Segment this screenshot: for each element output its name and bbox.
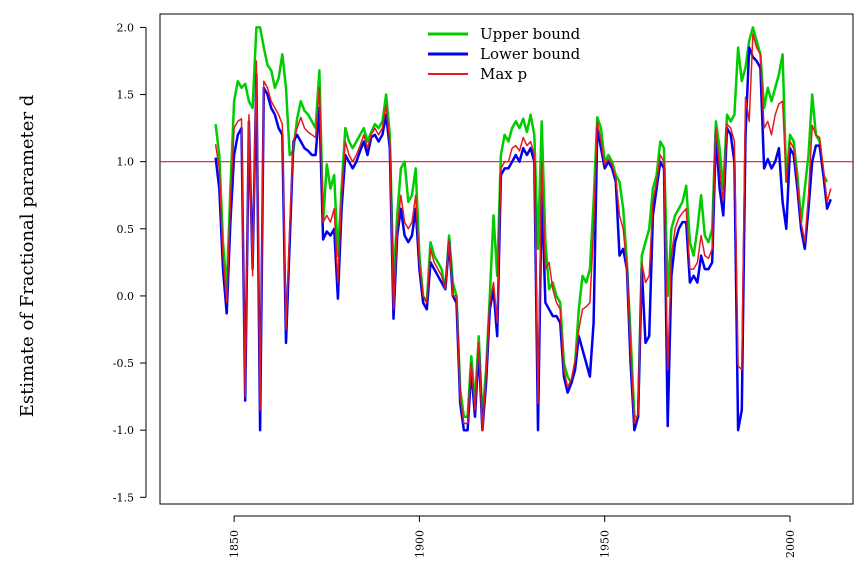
series-line-lower-bound [214, 46, 832, 432]
y-tick-label: -0.5 [113, 357, 134, 370]
y-tick-label: 0.0 [117, 290, 135, 303]
x-tick-label: 1850 [228, 530, 241, 558]
legend-label: Max p [480, 65, 527, 83]
y-tick-label: -1.5 [113, 491, 134, 504]
y-tick-label: 1.0 [117, 156, 135, 169]
y-tick-label: 2.0 [117, 21, 135, 34]
y-axis-title: Estimate of Fractional parameter d [17, 95, 38, 418]
series-group [214, 26, 832, 432]
y-tick-label: 0.5 [117, 223, 135, 236]
x-tick-label: 1950 [599, 530, 612, 558]
legend: Upper bound Lower bound Max p [428, 25, 581, 83]
series-line-max-p [214, 33, 832, 431]
x-tick-label: 2000 [784, 530, 797, 558]
legend-label: Lower bound [480, 45, 581, 63]
x-tick-label: 1900 [413, 530, 426, 558]
y-tick-label: 1.5 [117, 89, 135, 102]
legend-label: Upper bound [480, 25, 581, 43]
y-tick-label: -1.0 [113, 424, 134, 437]
plot-frame [159, 13, 854, 505]
